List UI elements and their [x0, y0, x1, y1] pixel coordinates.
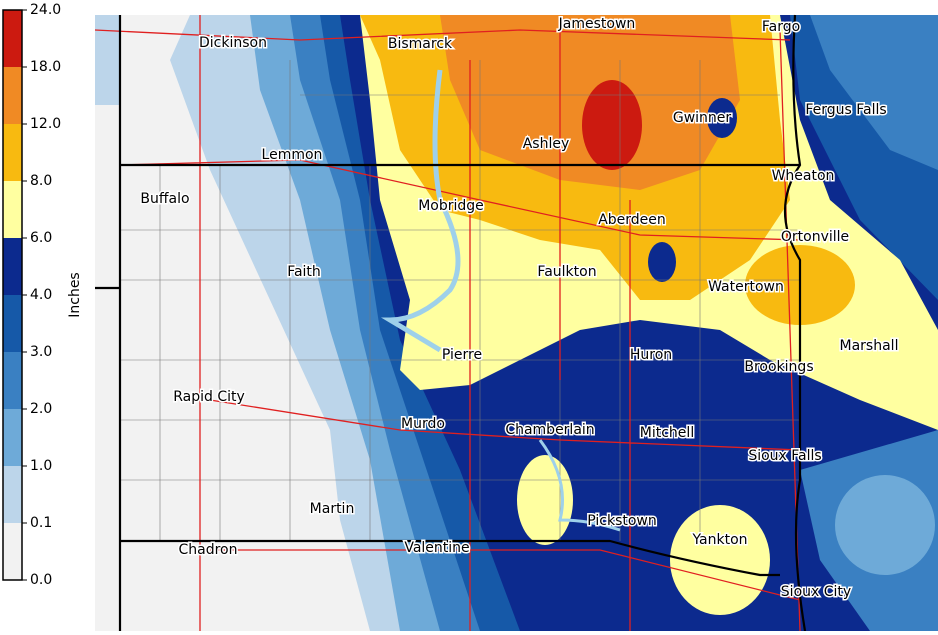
legend-bin	[3, 10, 22, 67]
zone	[648, 242, 676, 282]
city-label: Martin	[310, 501, 355, 517]
legend-tick-label: 0.1	[30, 515, 52, 531]
city-label: Watertown	[708, 279, 784, 295]
legend-bin	[3, 295, 22, 352]
city-label: Fergus Falls	[805, 102, 886, 118]
legend-tick-label: 6.0	[30, 230, 52, 246]
legend-tick-label: 8.0	[30, 173, 52, 189]
city-label: Sioux Falls	[748, 448, 821, 464]
city-label: Marshall	[840, 338, 899, 354]
city-label: Fargo	[762, 19, 800, 35]
city-label: Dickinson	[199, 35, 267, 51]
city-label: Huron	[630, 347, 672, 363]
city-label: Aberdeen	[598, 212, 666, 228]
legend-tick-label: 18.0	[30, 59, 61, 75]
legend-bin	[3, 181, 22, 238]
city-label: Bismarck	[388, 36, 453, 52]
roads	[94, 15, 801, 632]
city-label: Buffalo	[140, 191, 189, 207]
city-label: Yankton	[691, 532, 747, 548]
missouri-river	[538, 439, 621, 532]
precip-map: Jamestown Fargo Dickinson Bismarck Fergu…	[94, 14, 938, 632]
legend-tick-label: 24.0	[30, 2, 61, 18]
color-legend: Inches 24.0 18.0 12.0 8.0 6.0 4.0 3.0 2.0 1.0 0.1…	[2, 2, 83, 588]
city-label: Ortonville	[781, 229, 849, 245]
legend-tick-label: 12.0	[30, 116, 61, 132]
legend-bin	[3, 124, 22, 181]
city-label: Wheaton	[772, 168, 835, 184]
city-label: Mobridge	[418, 198, 484, 214]
legend-tick-label: 3.0	[30, 344, 52, 360]
zone	[95, 15, 120, 105]
zone	[582, 80, 642, 170]
city-label: Brookings	[744, 359, 813, 375]
legend-tick-label: 4.0	[30, 287, 52, 303]
city-label: Pickstown	[587, 513, 657, 529]
legend-bin	[3, 238, 22, 295]
legend-tick-label: 0.0	[30, 572, 52, 588]
legend-tick-label: 2.0	[30, 401, 52, 417]
city-label: Pierre	[442, 347, 482, 363]
city-label: Valentine	[404, 540, 469, 556]
zone	[517, 455, 573, 545]
missouri-river	[380, 69, 461, 353]
legend-bin	[3, 352, 22, 409]
legend-tick-label: 1.0	[30, 458, 52, 474]
city-label: Lemmon	[262, 147, 323, 163]
zone	[835, 475, 935, 575]
legend-bin	[3, 466, 22, 523]
city-label: Gwinner	[673, 110, 732, 126]
city-label: Chadron	[178, 542, 237, 558]
city-label: Chamberlain	[505, 422, 594, 438]
city-label: Rapid City	[173, 389, 245, 405]
city-label: Jamestown	[558, 16, 636, 32]
legend-bin	[3, 67, 22, 124]
state-lines	[95, 14, 807, 632]
city-label: Sioux City	[781, 584, 851, 600]
county-lines	[120, 60, 800, 541]
zone	[670, 505, 770, 615]
city-label: Faulkton	[537, 264, 596, 280]
legend-bin	[3, 409, 22, 466]
zone	[810, 15, 938, 170]
zone	[707, 98, 737, 138]
city-label: Mitchell	[640, 425, 694, 441]
city-label: Ashley	[523, 136, 570, 152]
city-label: Faith	[287, 264, 321, 280]
legend-title: Inches	[67, 272, 83, 317]
city-label: Murdo	[401, 416, 445, 432]
legend-bin	[3, 523, 22, 580]
